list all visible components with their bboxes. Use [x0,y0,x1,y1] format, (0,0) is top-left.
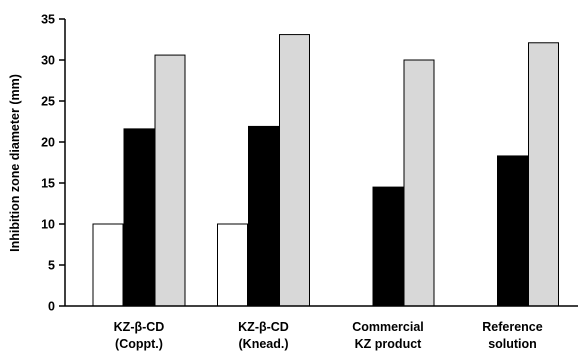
x-axis: KZ-β-CD (Coppt.) KZ-β-CD (Knead.) Commercial… [65,305,578,351]
bar-1-series-2 [123,128,155,307]
bar-2-series-3 [279,34,310,307]
bar-4-series-3 [528,42,559,307]
y-axis: 0 5 10 15 20 25 30 35 [41,13,66,314]
bars-group [92,34,559,307]
y-axis-title: Inhibition zone diameter (mm) [8,74,22,252]
x-category-label: (Coppt.) [115,337,163,351]
bar-3-series-3 [403,59,435,307]
x-category-label: KZ-β-CD [114,320,165,334]
y-tick-label: 15 [41,177,55,191]
bar-1-series-3 [154,54,186,307]
y-tick-label: 10 [41,218,55,232]
x-category-label: Reference [482,320,542,334]
x-category-label: Commercial [352,320,424,334]
x-category-label: (Knead.) [239,337,289,351]
y-tick-label: 5 [48,259,55,273]
bar-2-series-2 [248,125,279,307]
y-tick-label: 25 [41,95,55,109]
bar-2-series-1 [217,223,248,307]
bar-3-series-2 [372,186,404,307]
y-tick-label: 30 [41,54,55,68]
y-tick-label: 20 [41,136,55,150]
bar-4-series-2 [497,155,528,307]
x-category-label: KZ product [355,337,422,351]
y-tick-label: 35 [41,13,55,27]
y-tick-label: 0 [48,300,55,314]
bar-1-series-1 [92,223,124,307]
x-category-label: KZ-β-CD [238,320,289,334]
x-category-label: solution [488,337,537,351]
